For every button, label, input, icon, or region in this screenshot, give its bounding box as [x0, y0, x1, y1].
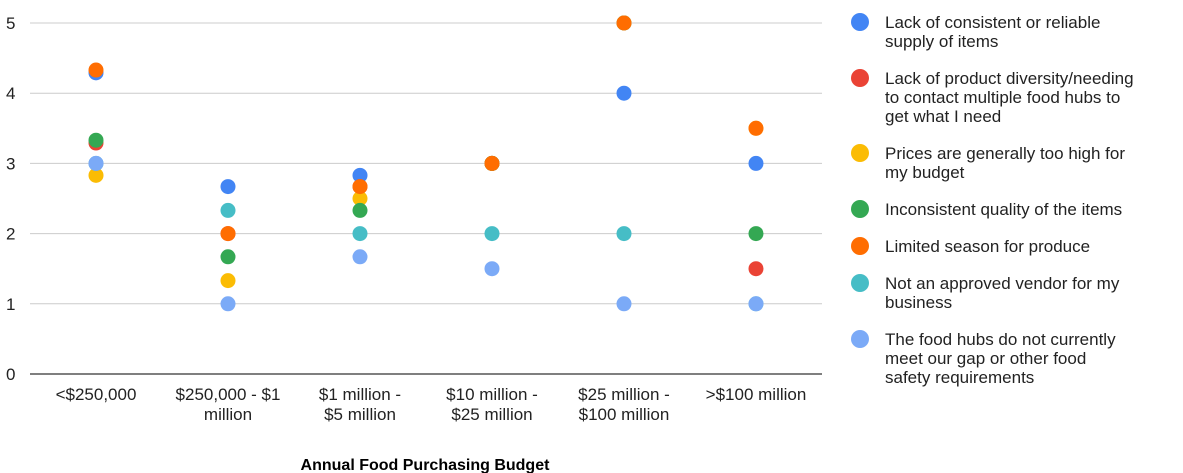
legend-entry: Not an approved vendor for my business	[885, 274, 1120, 312]
legend-entry: Prices are generally too high for my budg…	[885, 144, 1125, 182]
legend-entry: Lack of product diversity/needing to cont…	[885, 69, 1134, 126]
legend-marker	[851, 237, 869, 255]
x-tick-label: <$250,000	[56, 385, 137, 404]
data-point	[352, 167, 368, 183]
data-point	[616, 15, 632, 31]
data-point	[88, 167, 104, 183]
data-point	[88, 132, 104, 148]
data-point	[220, 273, 236, 289]
gridlines	[30, 22, 822, 375]
x-tick-label: $25 million -$100 million	[578, 385, 670, 424]
x-tick-label: >$100 million	[706, 385, 807, 404]
data-point	[484, 155, 500, 171]
data-point	[220, 296, 236, 312]
legend-marker	[851, 274, 869, 292]
data-point	[220, 226, 236, 242]
data-point	[748, 120, 764, 136]
x-axis-title: Annual Food Purchasing Budget	[301, 457, 551, 473]
legend-marker	[851, 69, 869, 87]
data-point	[484, 261, 500, 277]
data-point	[352, 179, 368, 195]
x-tick-label: $1 million -$5 million	[319, 385, 401, 424]
data-point	[352, 191, 368, 206]
data-point	[616, 226, 632, 242]
legend-entry: The food hubs do not currently meet our g…	[885, 330, 1116, 387]
data-point	[220, 179, 236, 195]
data-points	[88, 15, 764, 312]
data-point	[352, 202, 368, 218]
data-point	[748, 261, 764, 277]
legend-entry: Inconsistent quality of the items	[885, 200, 1122, 219]
data-point	[484, 226, 500, 242]
y-tick-label: 3	[6, 154, 15, 173]
data-point	[352, 249, 368, 265]
data-point	[616, 85, 632, 101]
data-point	[748, 226, 764, 242]
data-point	[88, 155, 104, 171]
data-point	[616, 296, 632, 312]
y-tick-label: 0	[6, 365, 15, 384]
legend-marker	[851, 200, 869, 218]
data-point	[748, 155, 764, 171]
data-point	[220, 202, 236, 218]
legend-entry: Limited season for produce	[885, 237, 1090, 256]
x-tick-label: $10 million -$25 million	[446, 385, 538, 424]
y-tick-label: 1	[6, 295, 15, 314]
legend-marker	[851, 144, 869, 162]
y-tick-label: 5	[6, 14, 15, 33]
x-tick-label: $250,000 - $1 million	[176, 385, 281, 424]
data-point	[88, 62, 104, 78]
legend: Lack of consistent or reliable supply of …	[851, 13, 1134, 387]
legend-entry: Lack of consistent or reliable supply of …	[885, 13, 1100, 51]
data-point	[220, 249, 236, 265]
legend-marker	[851, 13, 869, 31]
legend-marker	[851, 330, 869, 348]
data-point	[748, 296, 764, 312]
y-tick-label: 4	[6, 84, 15, 103]
x-axis-ticks: <$250,000 $250,000 - $1 million $1 million …	[56, 385, 807, 424]
y-axis-ticks: 0 1 2 3 4 5	[6, 14, 15, 384]
data-point	[352, 226, 368, 242]
y-tick-label: 2	[6, 225, 15, 244]
